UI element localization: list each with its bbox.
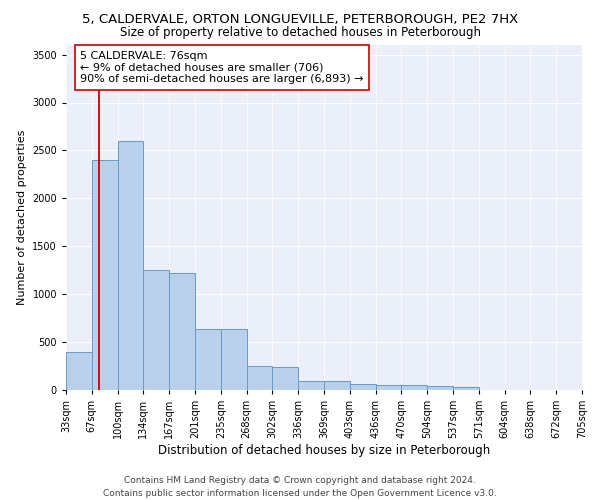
Bar: [221, 329, 247, 390]
Bar: [376, 384, 401, 390]
Bar: [453, 388, 479, 390]
Bar: [350, 384, 376, 390]
Text: 5, CALDERVALE, ORTON LONGUEVILLE, PETERBOROUGH, PE2 7HX: 5, CALDERVALE, ORTON LONGUEVILLE, PETERB…: [82, 12, 518, 26]
Text: Contains HM Land Registry data © Crown copyright and database right 2024.
Contai: Contains HM Land Registry data © Crown c…: [103, 476, 497, 498]
Bar: [195, 328, 221, 390]
Bar: [272, 366, 298, 390]
Bar: [427, 386, 453, 390]
Text: 5 CALDERVALE: 76sqm
← 9% of detached houses are smaller (706)
90% of semi-detach: 5 CALDERVALE: 76sqm ← 9% of detached hou…: [80, 51, 364, 84]
X-axis label: Distribution of detached houses by size in Peterborough: Distribution of detached houses by size …: [158, 444, 490, 457]
Text: Size of property relative to detached houses in Peterborough: Size of property relative to detached ho…: [119, 26, 481, 39]
Bar: [66, 352, 92, 390]
Bar: [169, 273, 195, 390]
Bar: [401, 386, 427, 390]
Bar: [247, 366, 272, 390]
Bar: [143, 270, 169, 390]
Bar: [298, 381, 324, 390]
Bar: [118, 141, 143, 390]
Bar: [324, 381, 350, 390]
Bar: [92, 160, 118, 390]
Y-axis label: Number of detached properties: Number of detached properties: [17, 130, 26, 305]
